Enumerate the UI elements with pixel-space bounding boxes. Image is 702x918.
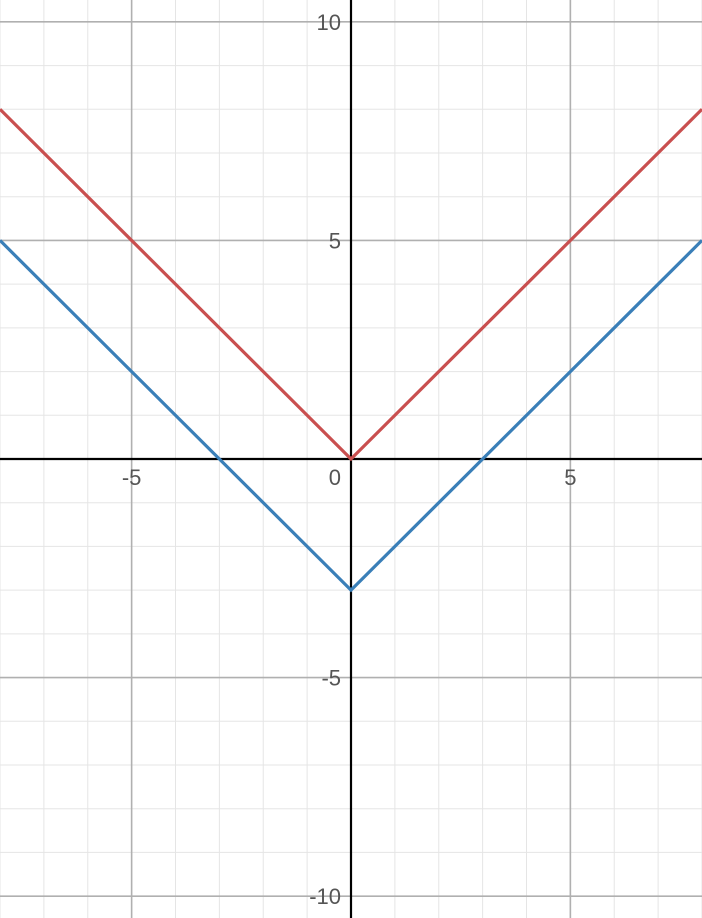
coordinate-plane-chart: -5 5 10 5 -5 -10 0 [0, 0, 702, 918]
x-tick-label: -5 [122, 465, 142, 490]
y-tick-label: 10 [317, 10, 341, 35]
y-tick-label: -10 [309, 884, 341, 909]
chart-svg: -5 5 10 5 -5 -10 0 [0, 0, 702, 918]
y-tick-label: -5 [321, 666, 341, 691]
origin-label: 0 [329, 465, 341, 490]
y-tick-label: 5 [329, 228, 341, 253]
x-tick-label: 5 [564, 465, 576, 490]
